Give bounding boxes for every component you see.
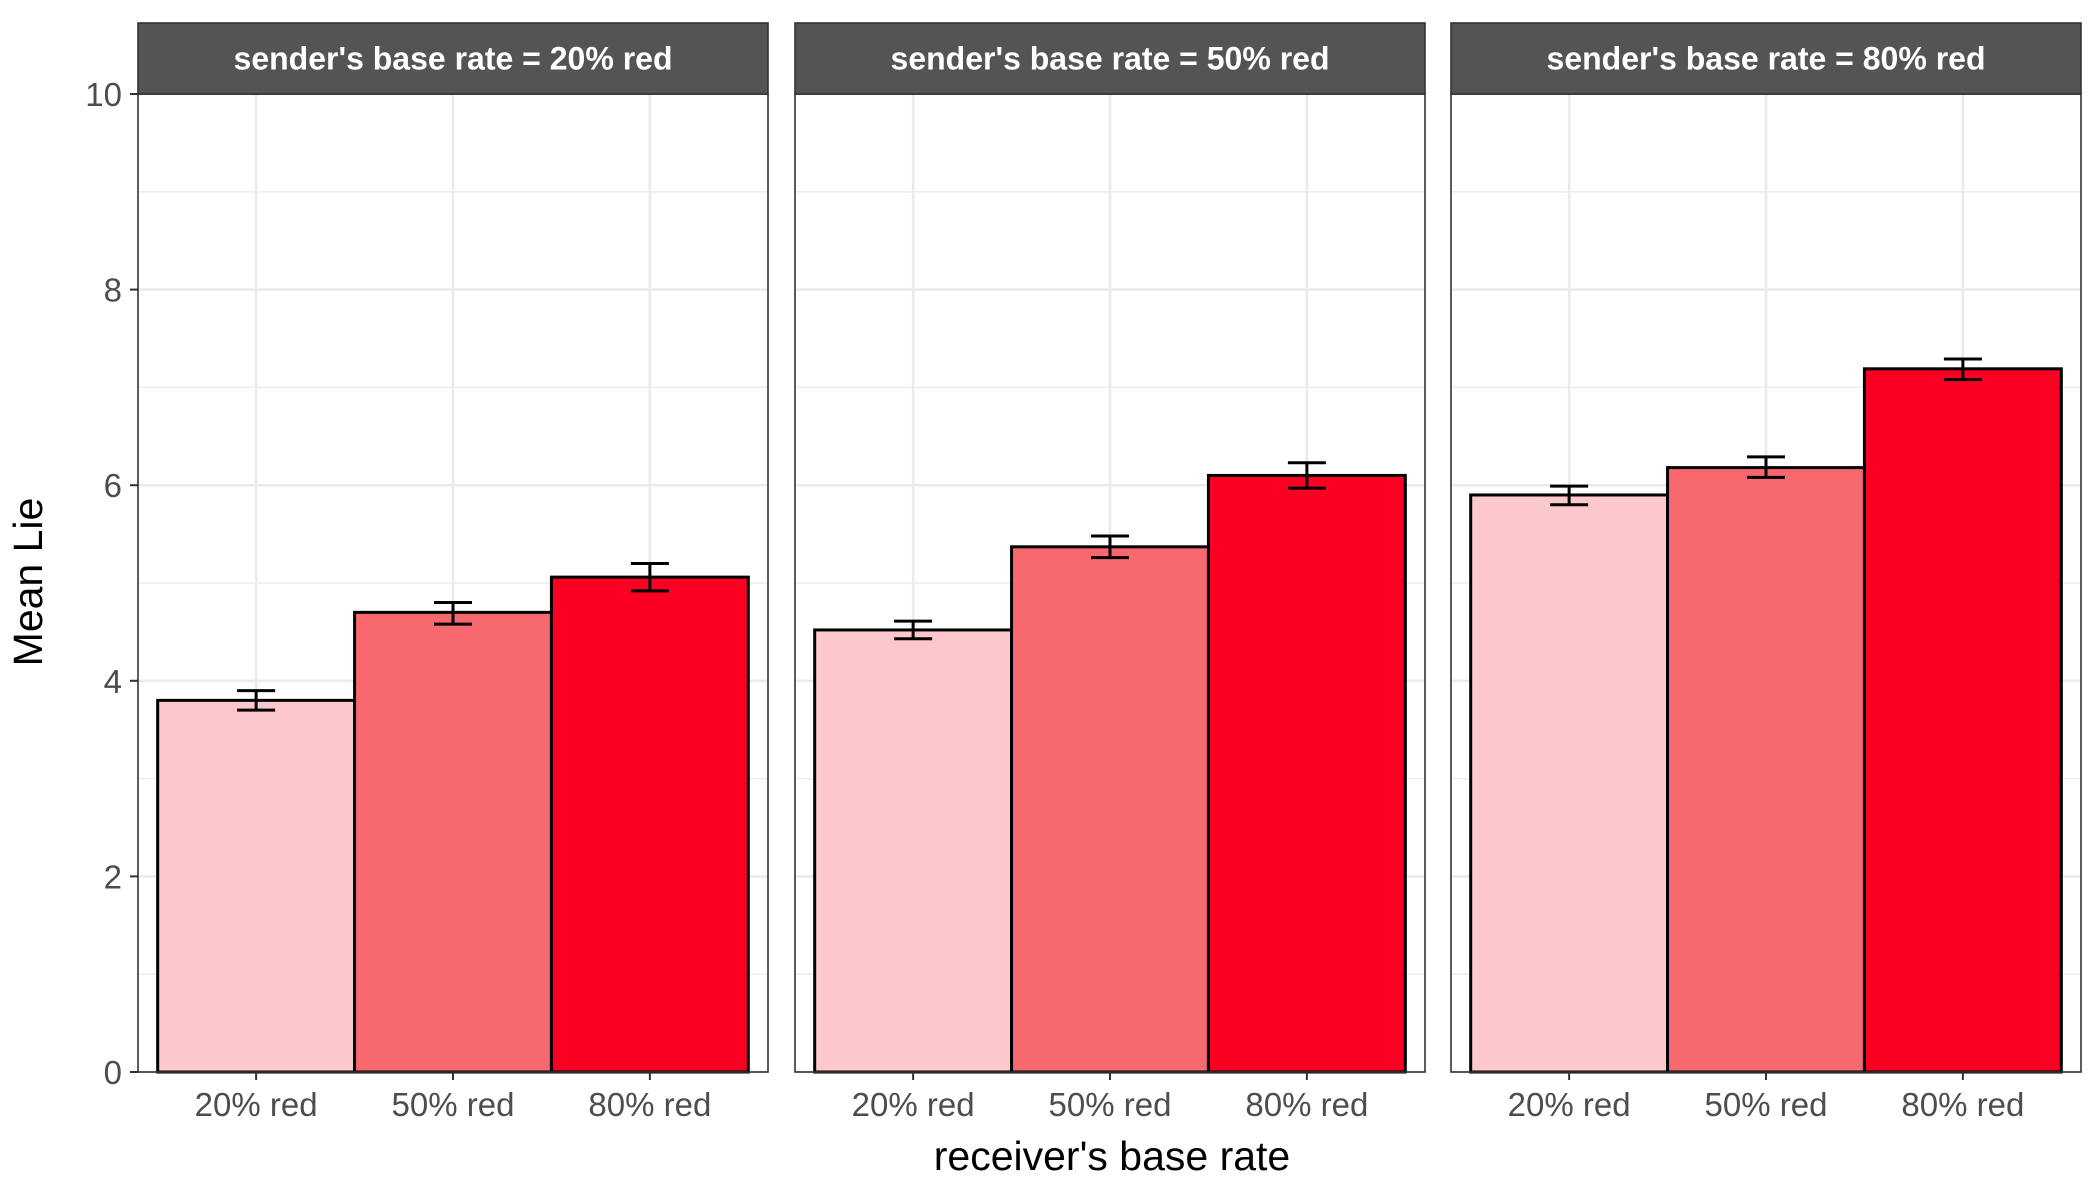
facet-panel: sender's base rate = 80% red	[1450, 22, 2082, 1074]
facet-panels: sender's base rate = 20% red sender's bas…	[137, 22, 2082, 1074]
y-tick-label: 2	[104, 858, 122, 895]
y-axis-title: Mean Lie	[5, 498, 51, 667]
x-tick-label: 50% red	[1049, 1086, 1172, 1123]
x-axis: 20% red 50% red 80% red 20% red 50% red 80% r…	[195, 1072, 2024, 1123]
x-tick-label: 80% red	[1245, 1086, 1368, 1123]
facet-panel: sender's base rate = 50% red	[794, 22, 1426, 1074]
bar	[156, 698, 357, 1074]
bar	[1469, 493, 1670, 1074]
facet-strip	[1450, 22, 2082, 95]
y-tick-label: 4	[104, 663, 122, 700]
x-tick-label: 20% red	[1508, 1086, 1631, 1123]
x-tick-label: 20% red	[195, 1086, 318, 1123]
x-tick-label: 50% red	[392, 1086, 515, 1123]
x-tick-label: 50% red	[1705, 1086, 1828, 1123]
y-tick-label: 10	[85, 76, 122, 113]
bar	[813, 628, 1014, 1074]
y-tick-label: 6	[104, 467, 122, 504]
bar	[1206, 473, 1407, 1074]
bar	[1666, 466, 1866, 1074]
x-axis-title: receiver's base rate	[934, 1133, 1291, 1179]
bar	[1010, 545, 1210, 1074]
facet-strip-label: sender's base rate = 80% red	[1547, 41, 1986, 77]
x-tick-label: 80% red	[588, 1086, 711, 1123]
facet-strip-label: sender's base rate = 20% red	[234, 41, 673, 77]
y-tick-label: 8	[104, 272, 122, 309]
bar	[353, 610, 553, 1074]
facet-strip	[794, 22, 1426, 95]
facet-panel: sender's base rate = 20% red	[137, 22, 769, 1074]
facet-strip	[137, 22, 769, 95]
x-tick-label: 20% red	[852, 1086, 975, 1123]
x-tick-label: 80% red	[1901, 1086, 2024, 1123]
facet-strip-label: sender's base rate = 50% red	[891, 41, 1330, 77]
bar	[549, 575, 750, 1074]
y-tick-label: 0	[104, 1054, 122, 1091]
bar	[1862, 367, 2063, 1074]
y-axis: 0 2 4 6 8 10	[85, 76, 138, 1091]
